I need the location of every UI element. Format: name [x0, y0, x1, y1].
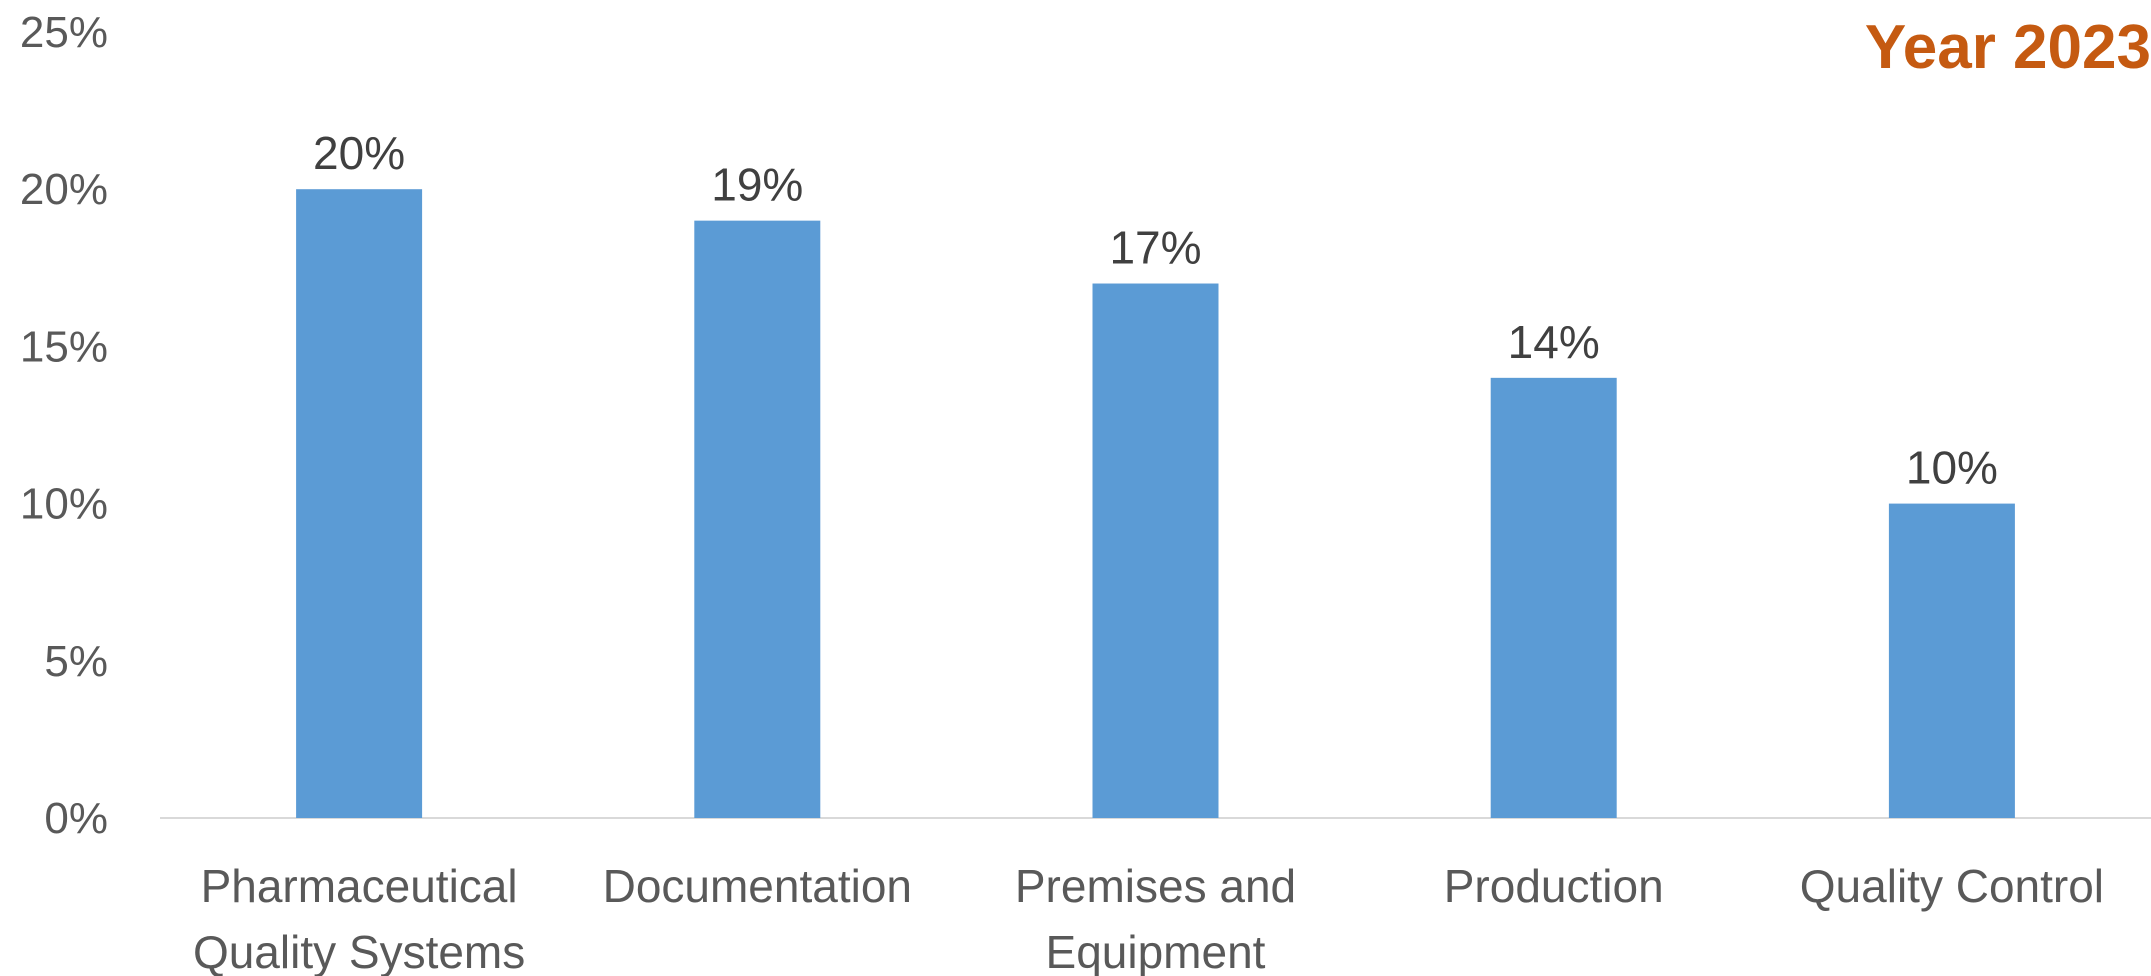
category-label: Premises and — [1015, 860, 1296, 912]
category-label: Quality Systems — [193, 926, 525, 976]
y-tick-label: 0% — [44, 794, 108, 843]
bar — [1888, 503, 2015, 818]
bar — [296, 189, 423, 818]
category-label: Production — [1444, 860, 1664, 912]
data-label: 20% — [313, 127, 405, 179]
y-tick-label: 5% — [44, 637, 108, 686]
data-label: 10% — [1906, 442, 1998, 494]
category-label: Equipment — [1046, 926, 1266, 976]
category-label: Quality Control — [1800, 860, 2104, 912]
data-label: 19% — [711, 159, 803, 211]
y-tick-label: 15% — [20, 322, 108, 371]
bar — [1490, 377, 1617, 818]
y-tick-label: 25% — [20, 8, 108, 57]
data-label: 17% — [1109, 222, 1201, 274]
bar — [694, 220, 821, 818]
y-tick-label: 20% — [20, 165, 108, 214]
data-label: 14% — [1508, 316, 1600, 368]
chart-title: Year 2023 — [1864, 13, 2151, 82]
bar — [1092, 283, 1219, 818]
category-label: Documentation — [603, 860, 912, 912]
y-tick-label: 10% — [20, 480, 108, 529]
category-label: Pharmaceutical — [201, 860, 518, 912]
